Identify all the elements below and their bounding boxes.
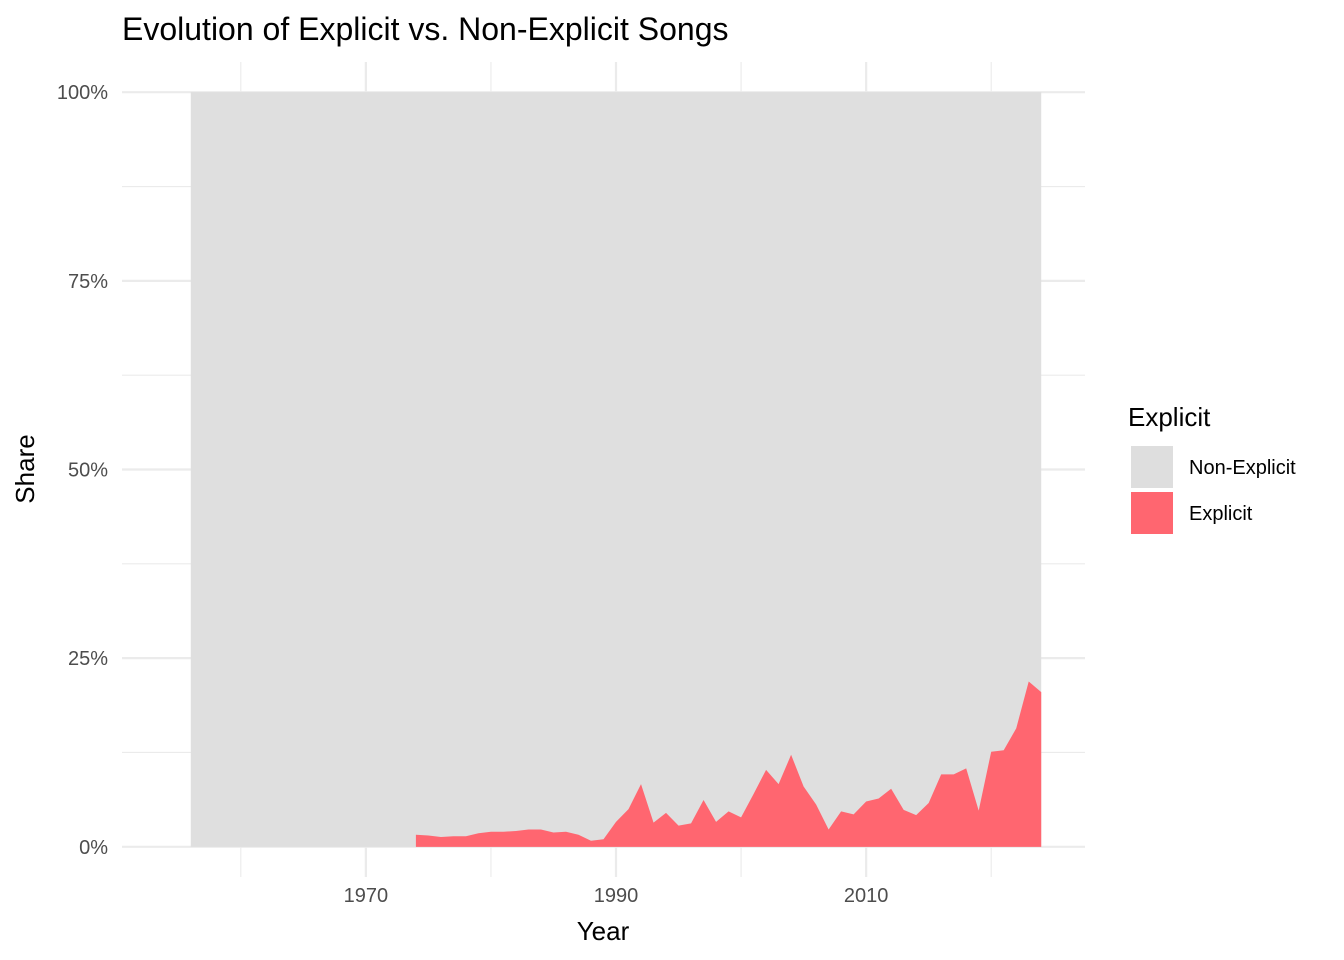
area-series [190, 92, 1042, 847]
y-tick-label: 25% [68, 648, 108, 670]
area-explicit [415, 681, 1042, 847]
y-tick-label: 75% [68, 271, 108, 293]
y-axis-tick-labels: 0% 25% 50% 75% 100% [57, 82, 108, 859]
y-axis-title: Share [10, 434, 40, 503]
x-tick-label: 1990 [594, 885, 639, 907]
y-tick-label: 50% [68, 460, 108, 482]
legend: Explicit Non-Explicit Explicit [1128, 402, 1296, 534]
legend-items: Non-Explicit Explicit [1131, 446, 1296, 534]
chart-title: Evolution of Explicit vs. Non-Explicit S… [122, 11, 728, 47]
x-tick-label: 2010 [844, 885, 889, 907]
x-axis-title: Year [577, 916, 630, 946]
area-non-explicit [190, 92, 1042, 847]
legend-label: Explicit [1189, 503, 1253, 525]
x-axis-tick-labels: 1970 1990 2010 [344, 885, 889, 907]
x-tick-label: 1970 [344, 885, 389, 907]
legend-label: Non-Explicit [1189, 457, 1296, 479]
legend-key [1131, 492, 1173, 534]
y-tick-label: 100% [57, 82, 108, 104]
legend-key [1131, 446, 1173, 488]
legend-title: Explicit [1128, 402, 1211, 432]
y-tick-label: 0% [79, 837, 108, 859]
